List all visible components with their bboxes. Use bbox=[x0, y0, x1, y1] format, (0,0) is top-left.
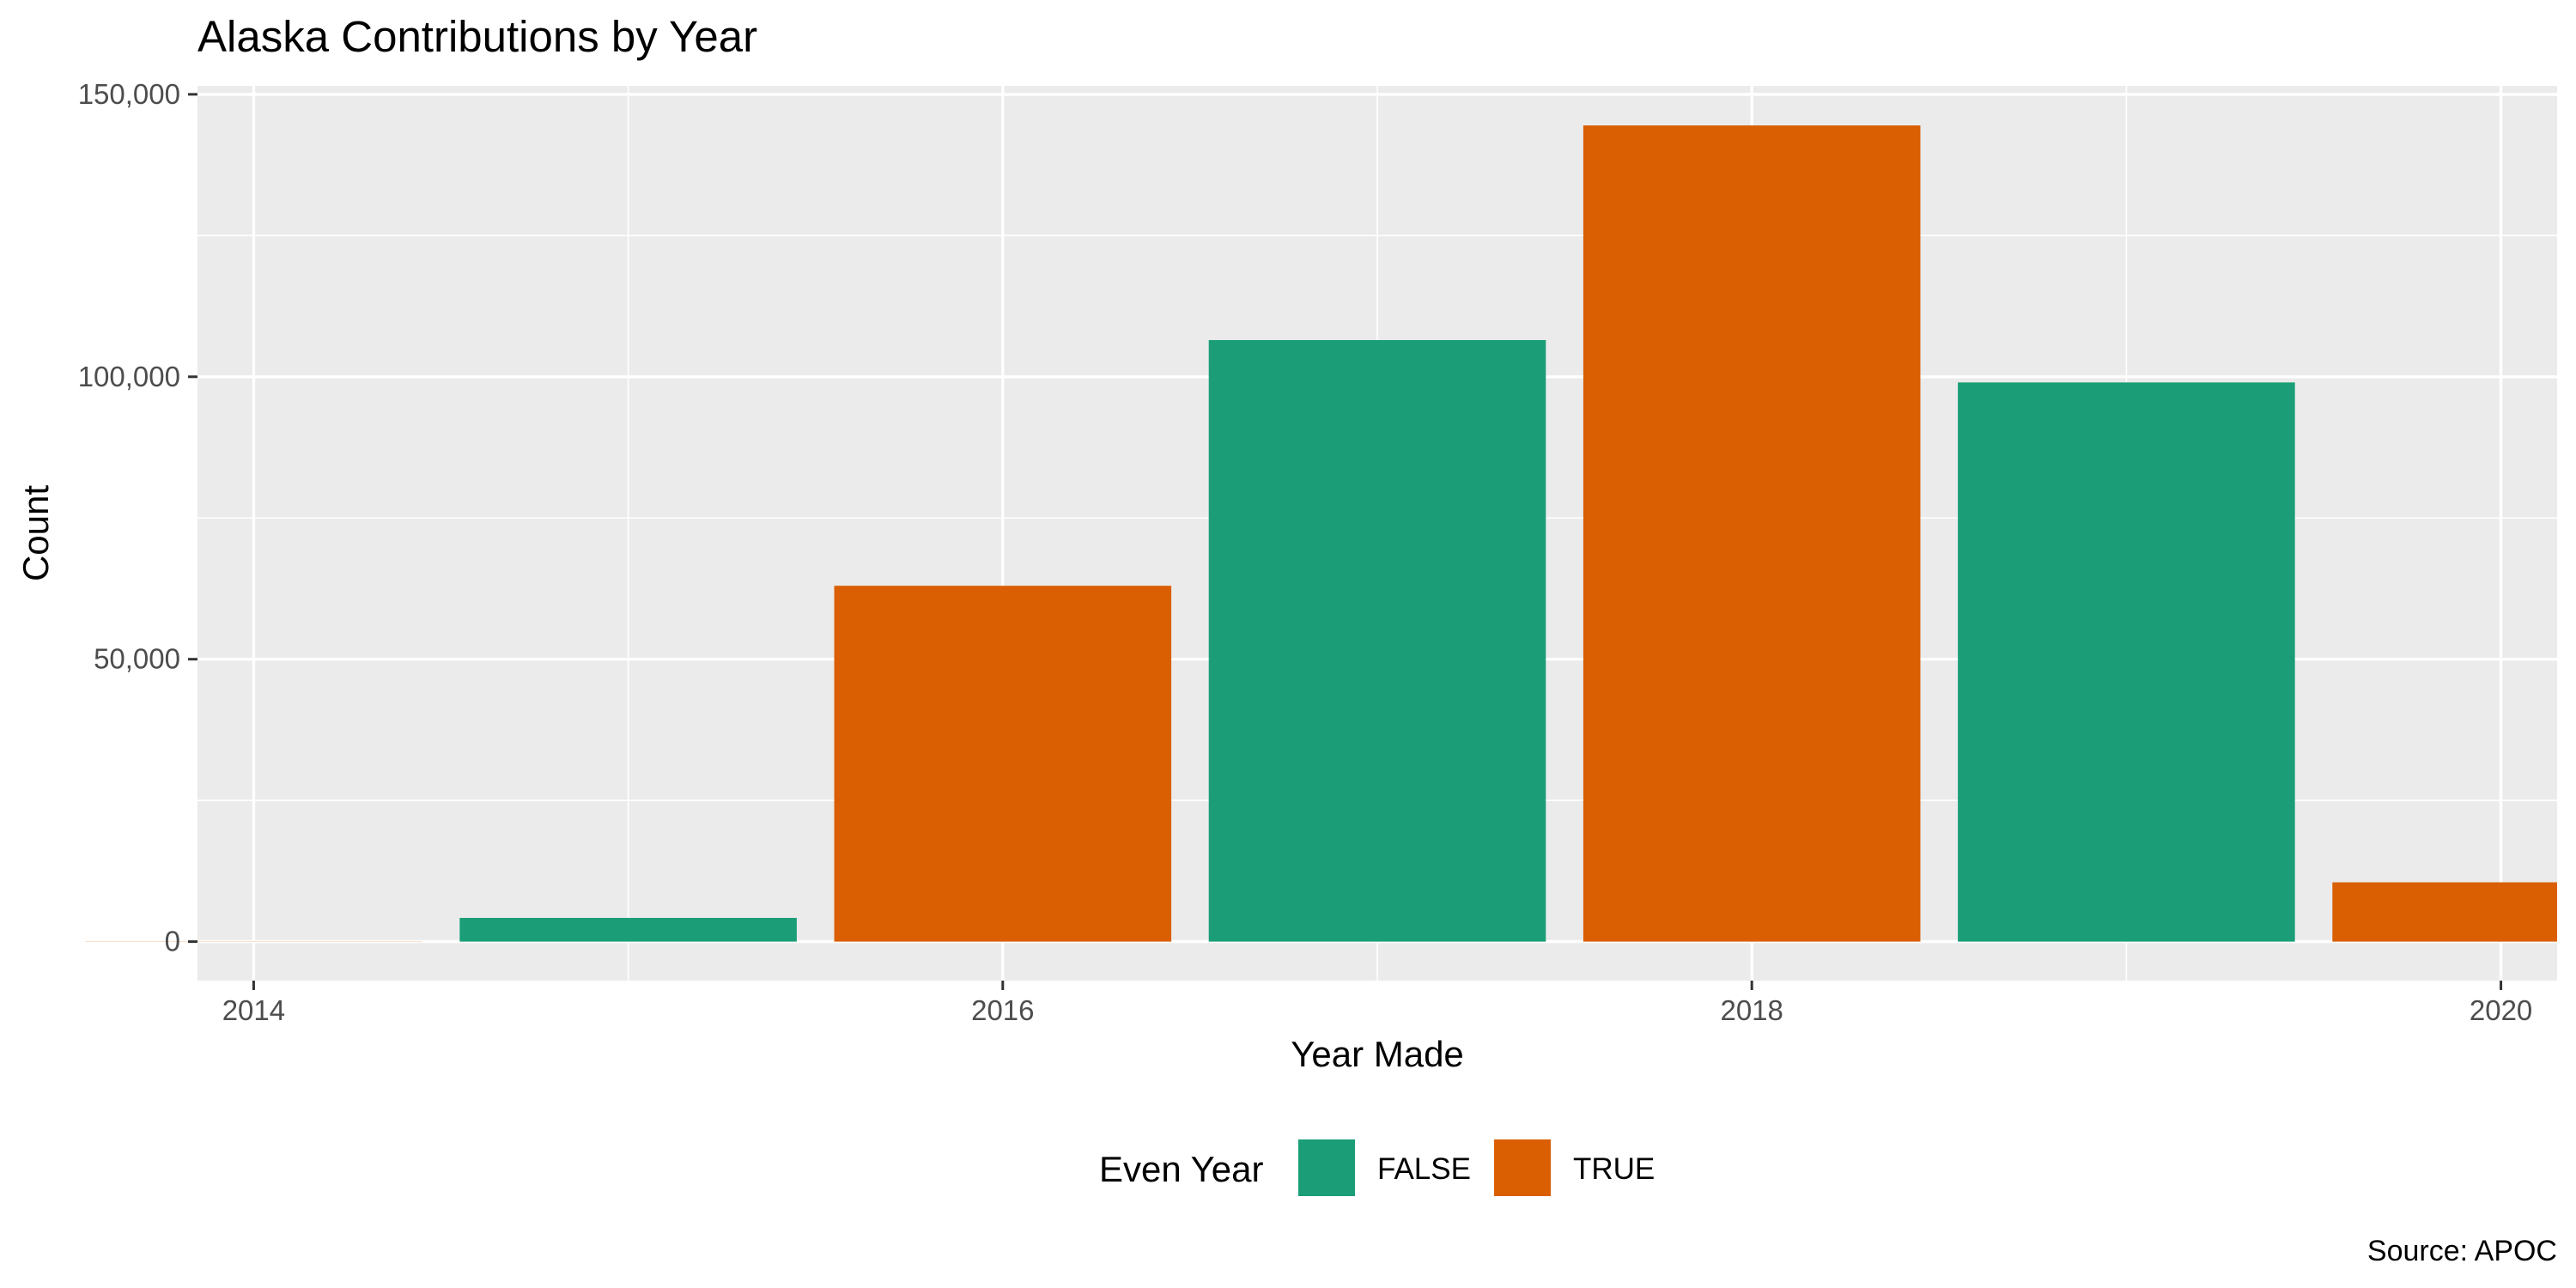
legend-label-true: TRUE bbox=[1573, 1152, 1655, 1186]
x-tick-label: 2016 bbox=[971, 994, 1034, 1026]
legend-title: Even Year bbox=[1099, 1149, 1264, 1189]
x-axis: 2014 2016 2018 2020 bbox=[222, 981, 2532, 1026]
legend-key-true bbox=[1494, 1139, 1551, 1196]
y-axis-title: Count bbox=[15, 485, 56, 581]
y-tick-label: 0 bbox=[165, 926, 180, 957]
bar-2018 bbox=[1583, 125, 1921, 942]
bar-2019 bbox=[1958, 382, 2295, 942]
chart-title: Alaska Contributions by Year bbox=[197, 12, 757, 61]
legend-key-false bbox=[1298, 1139, 1355, 1196]
x-tick-label: 2020 bbox=[2470, 994, 2532, 1026]
bar-2016 bbox=[834, 586, 1172, 942]
bar-2017 bbox=[1208, 340, 1546, 942]
x-tick-label: 2018 bbox=[1720, 994, 1783, 1026]
legend-label-false: FALSE bbox=[1377, 1152, 1471, 1186]
y-axis: 0 50,000 100,000 150,000 bbox=[78, 78, 197, 957]
bar-2015 bbox=[459, 917, 797, 942]
y-tick-label: 150,000 bbox=[78, 78, 180, 110]
y-tick-label: 50,000 bbox=[94, 643, 180, 675]
legend: Even Year FALSE TRUE bbox=[1099, 1139, 1655, 1196]
x-axis-title: Year Made bbox=[1291, 1034, 1464, 1074]
caption: Source: APOC bbox=[2367, 1235, 2557, 1267]
y-tick-label: 100,000 bbox=[78, 361, 180, 392]
bars bbox=[85, 125, 2557, 942]
x-tick-label: 2014 bbox=[222, 994, 285, 1026]
bar-2020 bbox=[2332, 882, 2557, 942]
